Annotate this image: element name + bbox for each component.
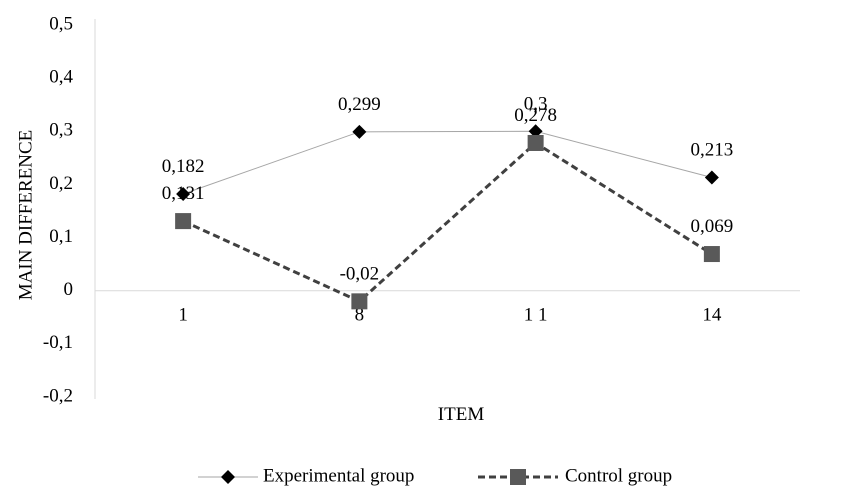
y-tick-label: -0,1 bbox=[43, 332, 73, 353]
data-label: 0,131 bbox=[162, 183, 205, 204]
data-label: 0,3 bbox=[524, 93, 548, 114]
x-tick-label: 1 1 bbox=[524, 305, 548, 326]
data-label: 0,299 bbox=[338, 94, 381, 115]
data-point-marker bbox=[221, 470, 235, 484]
data-label: 0,069 bbox=[691, 216, 734, 237]
x-tick-label: 14 bbox=[702, 305, 722, 326]
y-tick-label: -0,2 bbox=[43, 385, 73, 406]
y-axis: -0,2 -0,1 0 0,1 0,2 0,3 0,4 0,5 bbox=[43, 13, 96, 406]
series-layer bbox=[175, 124, 720, 310]
x-axis-title: ITEM bbox=[438, 404, 485, 425]
data-label: 0,213 bbox=[691, 140, 734, 161]
data-point-marker bbox=[352, 124, 367, 139]
data-labels: 0,182 0,299 0,3 0,213 0,131 -0,02 0,278 0,069 bbox=[162, 93, 734, 284]
y-tick-label: 0,4 bbox=[49, 67, 73, 88]
data-point-marker bbox=[704, 170, 719, 185]
data-point-marker bbox=[527, 134, 544, 151]
legend-label: Control group bbox=[565, 465, 672, 486]
data-point-marker bbox=[176, 186, 191, 201]
y-tick-label: 0,2 bbox=[49, 173, 73, 194]
x-tick-label: 8 bbox=[355, 305, 365, 326]
data-label: 0,182 bbox=[162, 156, 205, 177]
data-point-marker bbox=[703, 246, 720, 263]
y-tick-label: 0 bbox=[64, 279, 74, 300]
data-point-marker bbox=[510, 469, 526, 485]
data-point-marker bbox=[528, 124, 543, 139]
data-point-marker bbox=[351, 293, 368, 310]
x-tick-label: 1 bbox=[178, 305, 188, 326]
y-tick-label: 0,3 bbox=[49, 120, 73, 141]
data-label: 0,278 bbox=[514, 105, 557, 126]
series-line bbox=[182, 141, 713, 304]
y-tick-label: 0,1 bbox=[49, 226, 73, 247]
legend: Experimental group Control group bbox=[198, 465, 672, 486]
data-label: -0,02 bbox=[340, 263, 380, 284]
legend-label: Experimental group bbox=[263, 465, 414, 486]
series-line bbox=[182, 130, 713, 195]
data-point-marker bbox=[175, 213, 192, 230]
y-tick-label: 0,5 bbox=[49, 13, 73, 34]
y-axis-title: MAIN DIFFERENCE bbox=[15, 130, 36, 300]
